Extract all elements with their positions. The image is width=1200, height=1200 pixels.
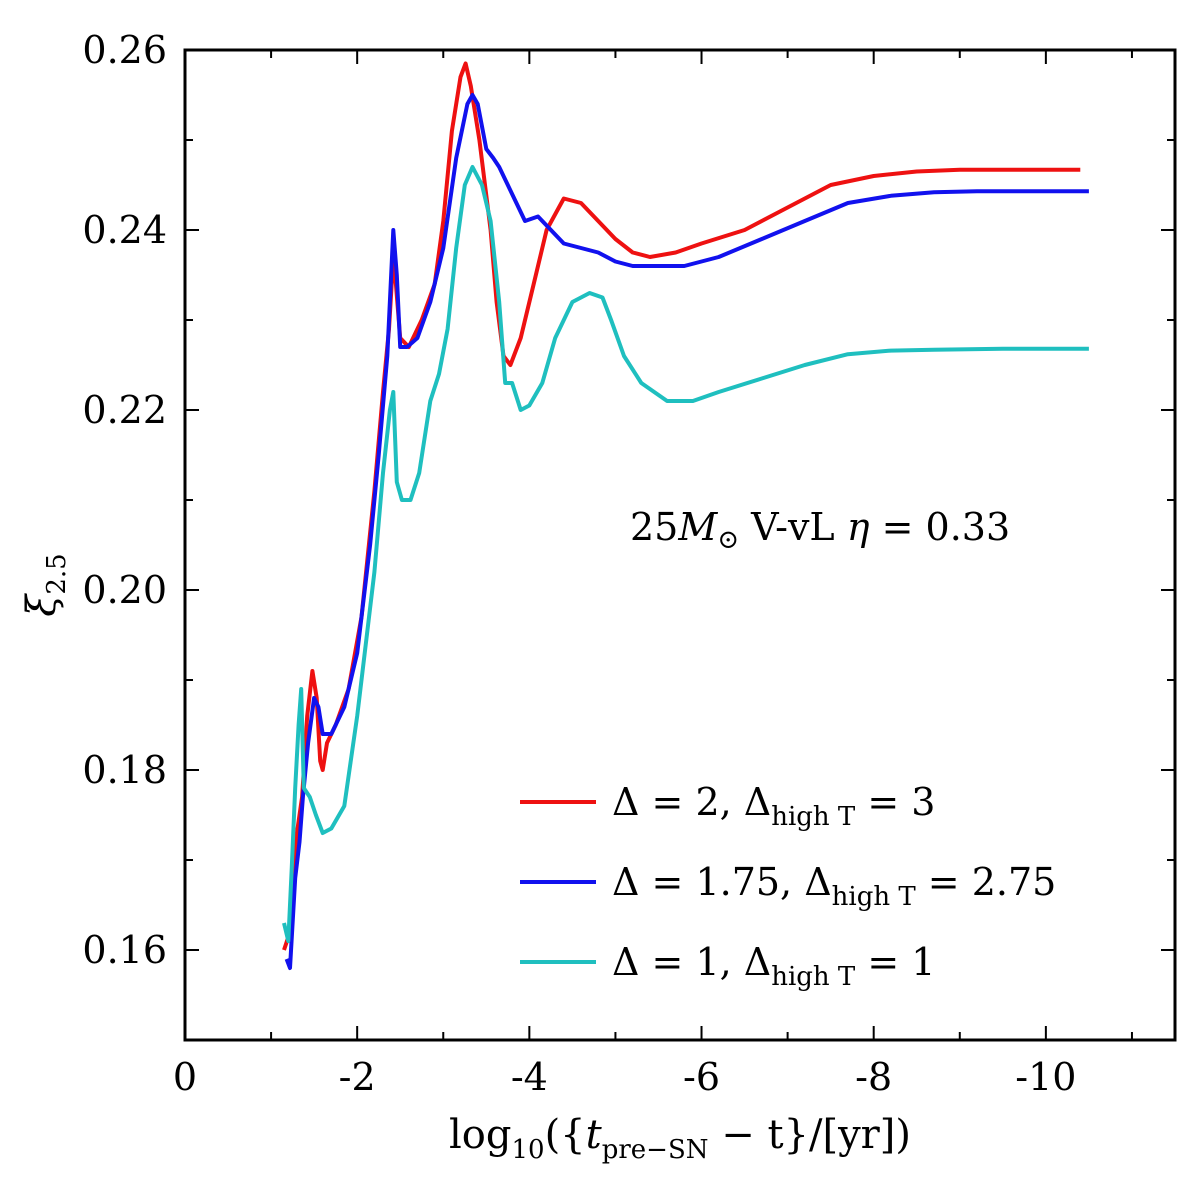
annotation-eta-value: = 0.33 <box>870 505 1011 549</box>
y-tick-label: 0.16 <box>82 928 167 972</box>
annotation-eta: η <box>847 505 870 549</box>
x-axis-var-sub: pre−SN <box>602 1135 709 1165</box>
y-axis-symbol: ξ <box>19 593 65 617</box>
legend-label-2: Δ = 1, Δhigh T = 1 <box>612 940 935 992</box>
x-axis-log: log <box>449 1112 511 1158</box>
x-tick-label: 0 <box>173 1055 197 1099</box>
axis-ticks <box>184 49 1175 1041</box>
x-tick-label: -10 <box>1015 1055 1076 1099</box>
chart-annotation: 25M⊙ V-vL η = 0.33 <box>630 505 1010 555</box>
y-tick-label: 0.22 <box>82 388 167 432</box>
annotation-mass: 25 <box>630 505 678 549</box>
x-axis-var: t <box>586 1112 603 1158</box>
x-tick-label: -4 <box>511 1055 548 1099</box>
x-tick-label: -6 <box>683 1055 720 1099</box>
legend-label-0-main: Δ = 2, Δ <box>612 780 771 824</box>
y-axis-title: ξ2.5 <box>19 553 72 616</box>
annotation-mass-sub: ⊙ <box>717 525 739 555</box>
legend-label-0: Δ = 2, Δhigh T = 3 <box>612 780 935 832</box>
x-axis-rest: − t}/[yr]) <box>709 1112 911 1158</box>
x-axis-log-base: 10 <box>511 1135 544 1165</box>
annotation-model: V-vL <box>739 505 847 549</box>
y-tick-label: 0.24 <box>82 208 167 252</box>
y-tick-labels: 0.16 0.18 0.20 0.22 0.24 0.26 <box>82 28 167 972</box>
legend-label-1-value: = 2.75 <box>916 860 1057 904</box>
x-axis-open: ({ <box>545 1112 586 1158</box>
legend-label-1-sub: high T <box>832 882 917 912</box>
x-tick-labels: 0 -2 -4 -6 -8 -10 <box>173 1055 1077 1099</box>
series-line-2 <box>282 165 1089 943</box>
legend-label-0-sub: high T <box>771 802 856 832</box>
legend-label-2-main: Δ = 1, Δ <box>612 940 771 984</box>
series-line-1 <box>284 93 1089 970</box>
series-line-0 <box>282 61 1081 951</box>
plot-frame <box>183 48 1177 1042</box>
x-axis-title: log10({tpre−SN − t}/[yr]) <box>449 1112 911 1165</box>
legend-label-1-main: Δ = 1.75, Δ <box>612 860 832 904</box>
legend-label-2-sub: high T <box>771 962 856 992</box>
y-tick-label: 0.18 <box>82 748 167 792</box>
y-tick-label: 0.26 <box>82 28 167 72</box>
legend-label-1: Δ = 1.75, Δhigh T = 2.75 <box>612 860 1056 912</box>
legend-label-2-value: = 1 <box>855 940 935 984</box>
y-tick-label: 0.20 <box>82 568 167 612</box>
series-lines <box>282 61 1089 970</box>
legend: Δ = 2, Δhigh T = 3 Δ = 1.75, Δhigh T = 2… <box>520 780 1056 992</box>
x-tick-label: -2 <box>339 1055 376 1099</box>
y-axis-sub: 2.5 <box>42 553 72 594</box>
legend-label-0-value: = 3 <box>855 780 935 824</box>
x-tick-label: -8 <box>855 1055 892 1099</box>
annotation-mass-symbol: M <box>677 505 718 549</box>
